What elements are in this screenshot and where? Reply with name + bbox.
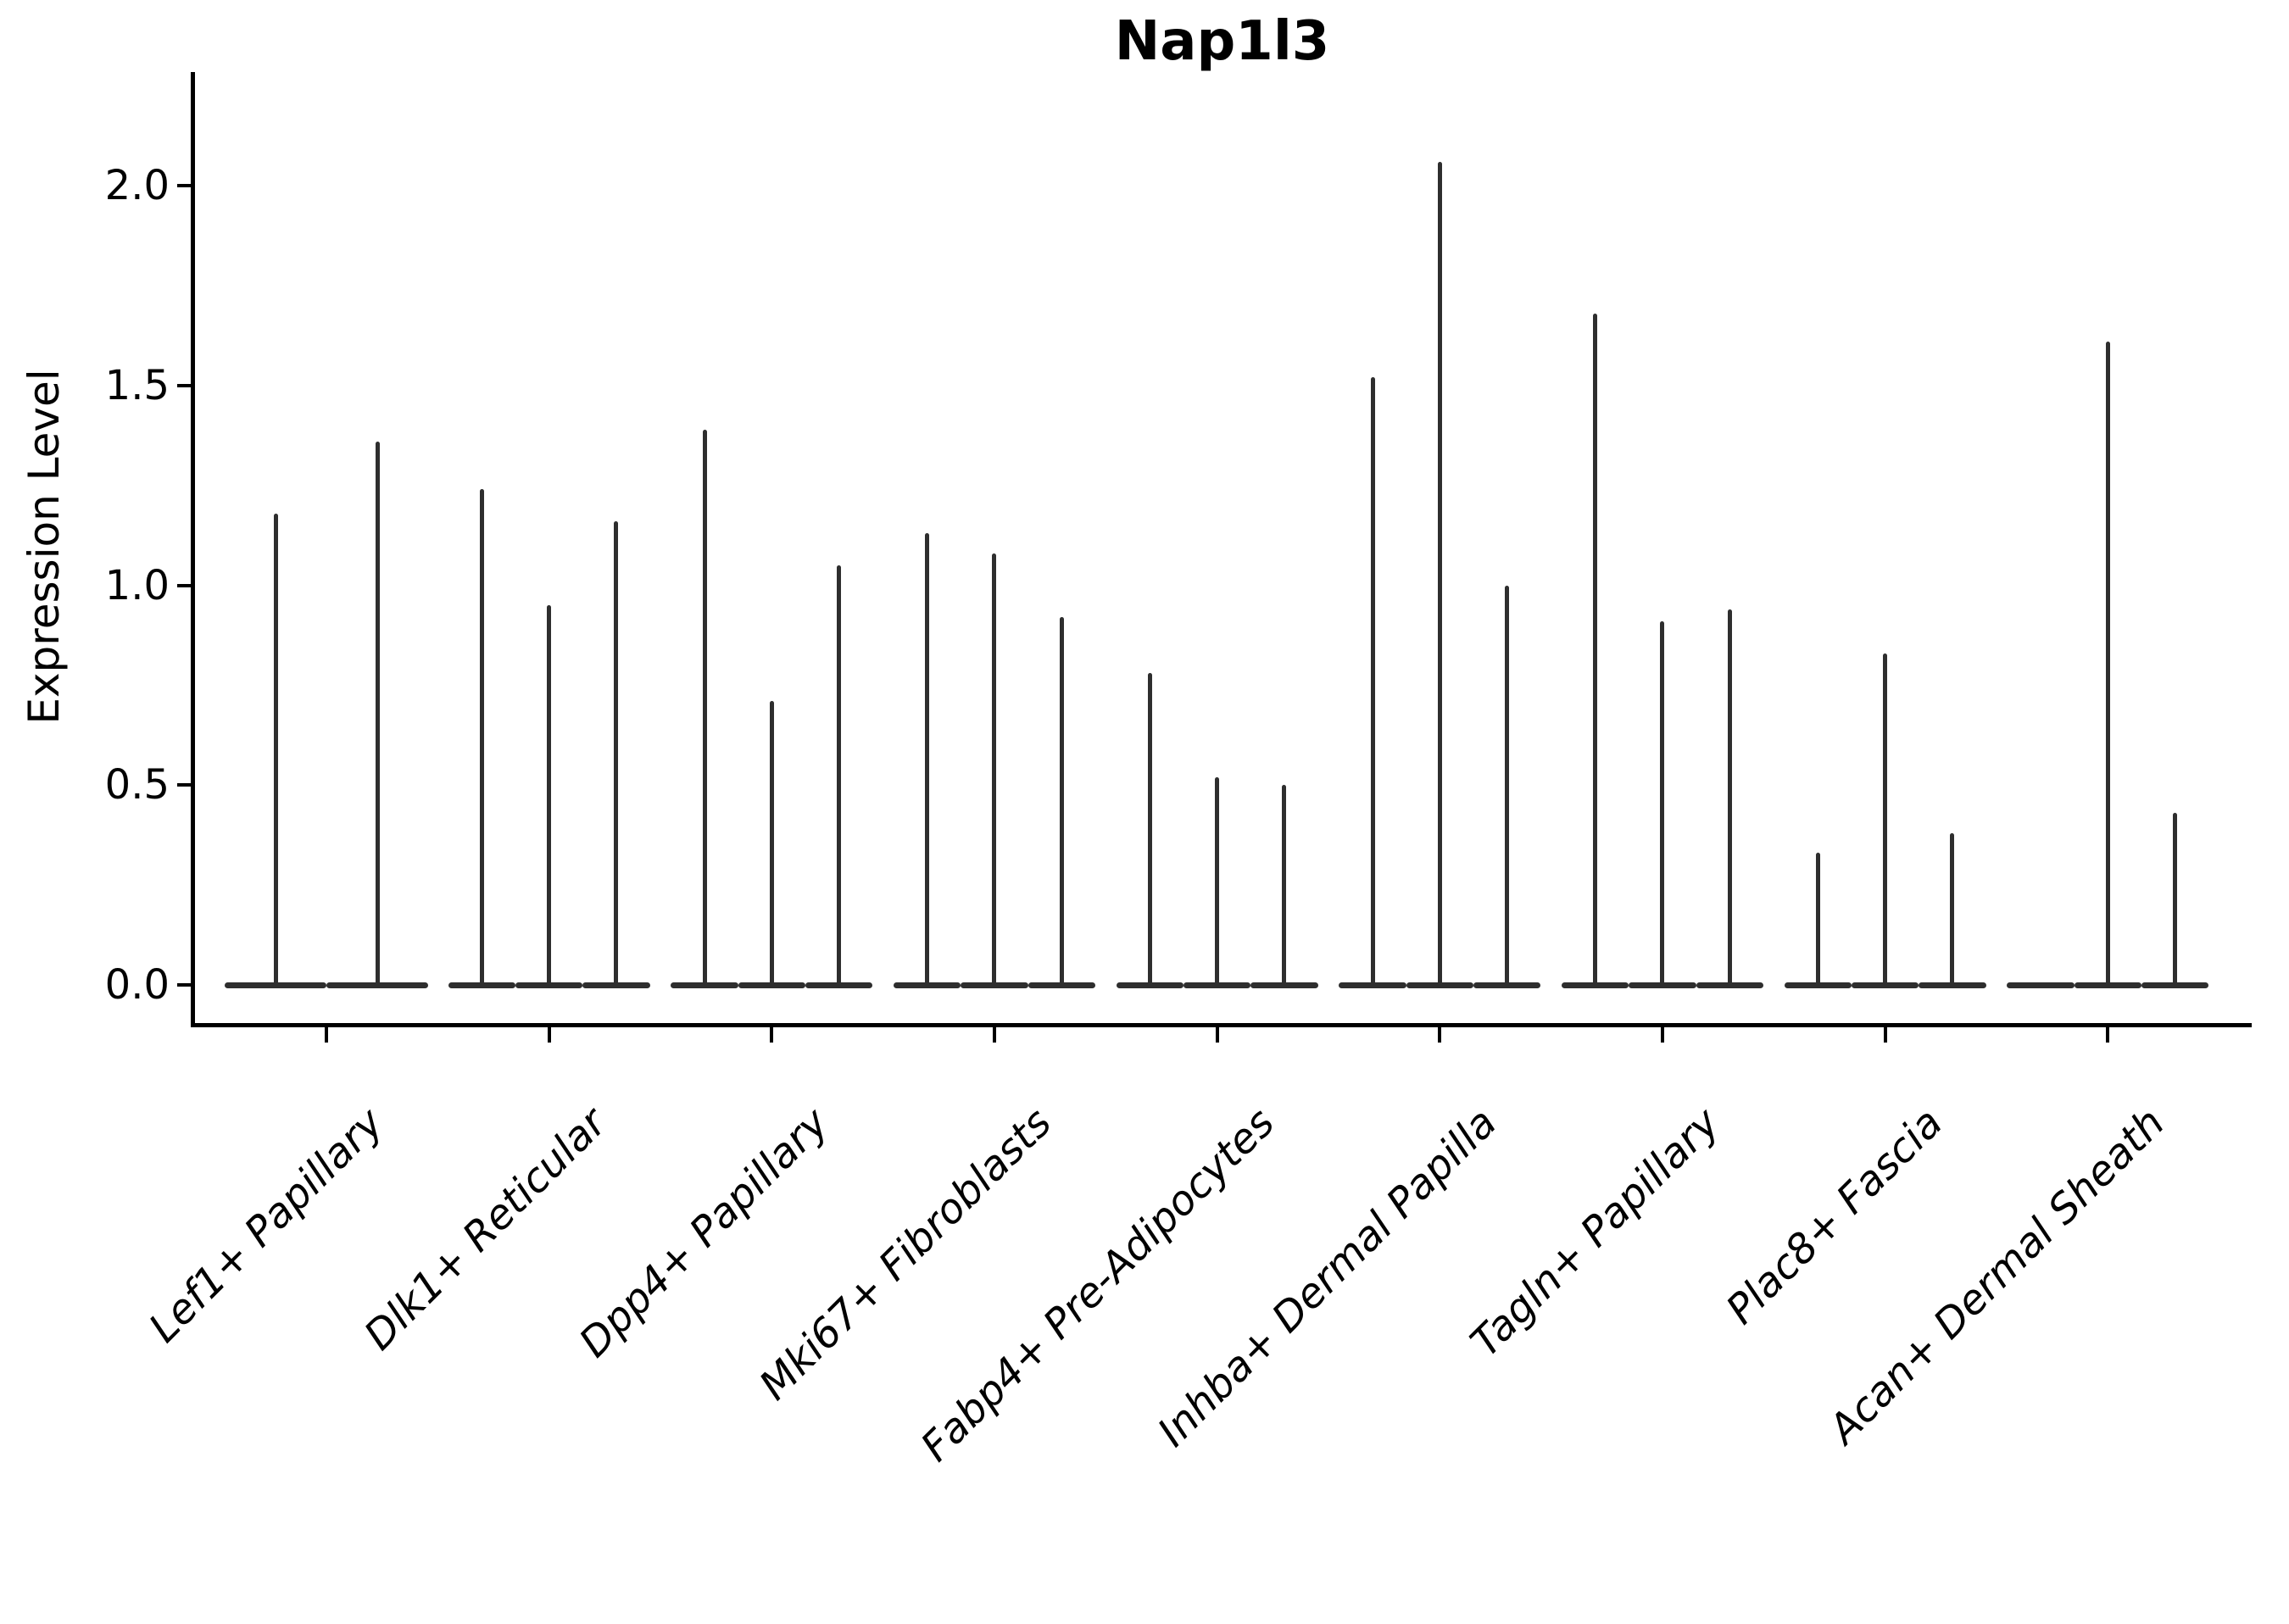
violin-spike (1815, 853, 1820, 985)
violin-body (1250, 982, 1318, 988)
y-axis-spine (191, 72, 195, 1027)
x-tick-mark (770, 1027, 774, 1043)
violin-body (225, 982, 326, 988)
violin-spike (2173, 813, 2178, 985)
violin-spike (1660, 620, 1665, 985)
y-tick-label: 0.5 (104, 761, 170, 809)
violin-body (1919, 982, 1986, 988)
x-tick-label: Inhba+ Dermal Papilla (1149, 1098, 1507, 1456)
violin-body (515, 982, 583, 988)
violin-spike (2105, 341, 2110, 985)
violin-body (894, 982, 961, 988)
violin-spike (769, 701, 774, 985)
x-tick-mark (1660, 1027, 1664, 1043)
violin-body (1629, 982, 1696, 988)
x-tick-mark (1215, 1027, 1219, 1043)
violin-body (1116, 982, 1183, 988)
violin-spike (375, 441, 380, 985)
y-tick-label: 0.0 (104, 961, 170, 1009)
violin-spike (1282, 785, 1287, 985)
violin-body (2074, 982, 2141, 988)
x-tick-mark (325, 1027, 328, 1043)
x-tick-label: Fabp4+ Pre-Adipocytes (911, 1098, 1284, 1471)
violin-body (671, 982, 738, 988)
x-tick-label: Dpp4+ Papillary (570, 1098, 838, 1367)
violin-spike (547, 605, 552, 985)
violin-spike (1215, 776, 1220, 985)
violin-spike (1593, 313, 1598, 985)
x-tick-mark (1883, 1027, 1887, 1043)
violin-spike (1370, 377, 1375, 985)
y-tick-mark (177, 383, 191, 387)
chart-title: Nap1l3 (1114, 10, 1330, 73)
violin-spike (992, 553, 997, 985)
x-tick-label: Plac8+ Fascia (1717, 1098, 1952, 1334)
violin-body (1473, 982, 1541, 988)
x-tick-label: Dlk1+ Reticular (354, 1098, 615, 1360)
violin-spike (1727, 609, 1732, 985)
violin-body (805, 982, 873, 988)
x-tick-mark (992, 1027, 996, 1043)
violin-body (1784, 982, 1852, 988)
violin-spike (1059, 617, 1064, 985)
x-tick-mark (1438, 1027, 1442, 1043)
y-tick-label: 1.0 (104, 561, 170, 609)
y-tick-mark (177, 983, 191, 987)
violin-body (961, 982, 1028, 988)
violin-body (326, 982, 428, 988)
violin-body (2007, 982, 2075, 988)
violin-body (738, 982, 805, 988)
x-tick-label: Tagln+ Papillary (1461, 1098, 1729, 1366)
x-tick-label: Acan+ Dermal Sheath (1819, 1098, 2175, 1454)
violin-spike (925, 533, 930, 985)
y-tick-mark (177, 583, 191, 587)
violin-body (1696, 982, 1763, 988)
y-axis-label: Expression Level (19, 369, 69, 725)
y-tick-label: 2.0 (104, 162, 170, 209)
violin-spike (479, 489, 484, 985)
violin-body (1028, 982, 1095, 988)
y-tick-mark (177, 783, 191, 787)
x-tick-mark (2106, 1027, 2110, 1043)
violin-spike (614, 521, 619, 985)
violin-plot-figure: Nap1l3 Expression Level 0.0 0.5 1.0 1.5 2.0 … (19, 10, 2252, 1471)
violin-spike (1147, 673, 1152, 985)
violin-spike (1505, 585, 1510, 985)
y-tick-label: 1.5 (104, 361, 170, 409)
x-axis-spine (191, 1023, 2252, 1027)
violin-body (1851, 982, 1919, 988)
violin-body (582, 982, 650, 988)
violin-body (1562, 982, 1629, 988)
x-tick-mark (547, 1027, 551, 1043)
violin-spike (273, 513, 278, 985)
violin-body (1339, 982, 1406, 988)
y-tick-mark (177, 184, 191, 187)
x-tick-label: Mki67+ Fibroblasts (750, 1098, 1061, 1410)
violin-body (1183, 982, 1251, 988)
violin-body (2141, 982, 2209, 988)
violin-spike (702, 429, 707, 985)
violin-spike (1950, 832, 1955, 985)
violin-spike (1883, 653, 1888, 985)
violin-body (1406, 982, 1473, 988)
violin-spike (837, 565, 842, 985)
violin-body (448, 982, 515, 988)
violin-spike (1437, 161, 1442, 985)
